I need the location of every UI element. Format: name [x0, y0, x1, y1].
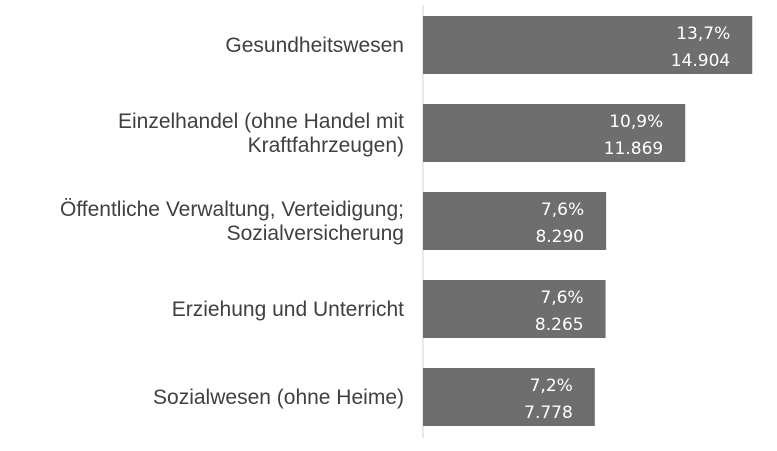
category-label-0-line-0: Gesundheitswesen — [225, 34, 404, 57]
bar-percent-label-0: 13,7% — [676, 24, 730, 44]
bar-1 — [423, 104, 686, 162]
bar-percent-label-2: 7,6% — [541, 200, 584, 220]
bar-4 — [423, 368, 595, 426]
bar-value-label-1: 11.869 — [604, 139, 663, 159]
category-label-3-line-0: Erziehung und Unterricht — [172, 298, 404, 321]
bar-value-label-3: 8.265 — [535, 315, 584, 335]
bar-percent-label-4: 7,2% — [530, 376, 573, 396]
category-label-4-line-0: Sozialwesen (ohne Heime) — [153, 386, 404, 409]
bar-percent-label-3: 7,6% — [540, 288, 583, 308]
bars-layer — [423, 16, 753, 426]
category-label-2-line-1: Sozialversicherung — [227, 222, 404, 245]
bar-value-label-4: 7.778 — [524, 403, 573, 423]
category-label-2-line-0: Öffentliche Verwaltung, Verteidigung; — [60, 198, 404, 221]
bar-0 — [423, 16, 753, 74]
category-label-1-line-0: Einzelhandel (ohne Handel mit — [118, 110, 404, 133]
bar-2 — [423, 192, 607, 250]
bar-value-label-0: 14.904 — [671, 51, 730, 71]
bar-value-label-2: 8.290 — [535, 227, 584, 247]
category-label-1-line-1: Kraftfahrzeugen) — [248, 134, 404, 157]
bar-3 — [423, 280, 606, 338]
bar-percent-label-1: 10,9% — [609, 112, 663, 132]
labels-layer: 13,7% 14.904 Gesundheitswesen 10,9% 11.869 Ei… — [60, 24, 730, 423]
